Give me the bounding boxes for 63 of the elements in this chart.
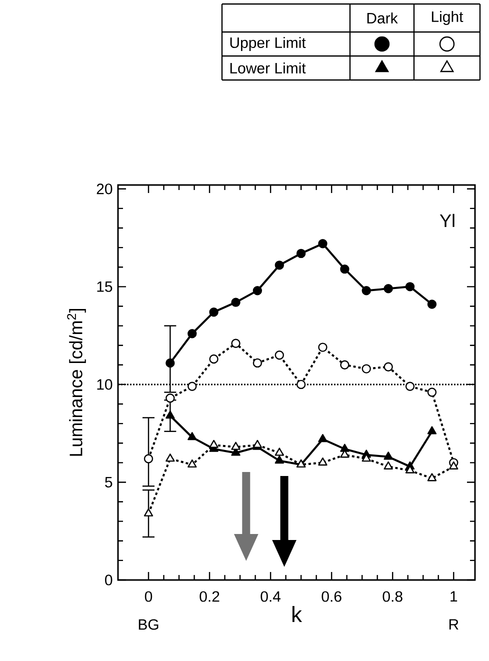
x-tick-label: 0.8 xyxy=(382,591,402,602)
x-tick-label: 0.6 xyxy=(322,591,342,602)
text: Lower Limit xyxy=(230,62,306,74)
point xyxy=(166,410,175,419)
point xyxy=(274,260,284,270)
text: Light xyxy=(432,11,464,25)
point xyxy=(384,284,393,294)
y-tick-label: 5 xyxy=(105,476,112,488)
point xyxy=(274,448,284,456)
point xyxy=(166,394,175,403)
point xyxy=(209,308,218,317)
y-tick-label: 10 xyxy=(97,379,112,390)
point xyxy=(384,452,393,460)
y-tick-label: 15 xyxy=(97,281,112,292)
x-tick-label: 0.4 xyxy=(260,591,281,602)
point xyxy=(362,364,371,374)
point xyxy=(318,434,328,442)
point xyxy=(384,362,393,372)
point xyxy=(188,459,197,468)
point xyxy=(362,286,371,296)
point xyxy=(318,239,328,248)
point xyxy=(318,457,328,466)
point xyxy=(340,360,350,370)
point xyxy=(296,248,306,258)
point xyxy=(252,358,262,368)
point xyxy=(274,456,284,464)
point xyxy=(188,329,197,338)
point xyxy=(166,358,175,368)
point xyxy=(209,354,218,364)
point xyxy=(209,440,218,448)
text: Yl xyxy=(440,214,454,227)
point xyxy=(188,382,197,392)
text: Upper Limit xyxy=(230,37,306,51)
point xyxy=(231,298,240,307)
point xyxy=(427,300,437,309)
point xyxy=(405,382,415,392)
point xyxy=(296,380,306,390)
point xyxy=(427,473,437,482)
text: BG xyxy=(138,619,158,630)
point xyxy=(427,388,437,397)
point xyxy=(188,432,197,440)
x-tick-label: 0 xyxy=(144,591,152,602)
x-axis-title: k xyxy=(292,606,302,622)
point xyxy=(231,338,240,348)
point xyxy=(340,264,350,274)
point xyxy=(166,454,175,462)
point xyxy=(405,282,415,292)
point xyxy=(427,426,437,434)
y-tick-label: 20 xyxy=(96,184,112,194)
x-tick-label: 0.2 xyxy=(200,591,220,602)
text: R xyxy=(449,619,458,630)
point xyxy=(318,342,328,352)
x-tick-label: 1 xyxy=(450,591,458,602)
point xyxy=(274,350,284,360)
point xyxy=(144,454,154,464)
y-axis-title: Luminance [cd/m$^{2}$] xyxy=(67,308,86,456)
point xyxy=(231,442,240,450)
text: Dark xyxy=(367,12,398,24)
point xyxy=(384,461,393,470)
point xyxy=(449,461,458,470)
y-tick-label: 0 xyxy=(105,574,112,586)
point xyxy=(252,286,262,296)
point xyxy=(144,508,154,516)
